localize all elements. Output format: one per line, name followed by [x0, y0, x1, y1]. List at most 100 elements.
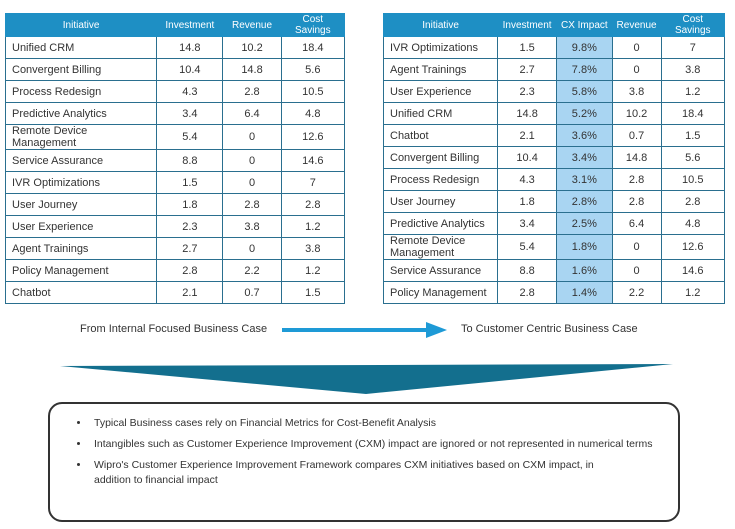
value-cell: 0: [222, 237, 282, 260]
table-row: Predictive Analytics 3.4 2.5% 6.4 4.8: [382, 212, 725, 235]
value-cell: 1.5: [497, 36, 558, 59]
initiative-cell: Convergent Billing: [4, 58, 158, 81]
value-cell: 3.8: [280, 237, 346, 260]
value-cell: 1.2: [660, 80, 725, 103]
value-cell: 1.8%: [556, 234, 613, 260]
initiative-cell: Policy Management: [382, 281, 499, 304]
table-row: User Experience 2.3 5.8% 3.8 1.2: [382, 80, 725, 103]
value-cell: 2.3: [497, 80, 558, 103]
from-label: From Internal Focused Business Case: [80, 323, 268, 335]
value-cell: 10.5: [660, 168, 725, 191]
initiative-cell: Service Assurance: [382, 259, 499, 282]
value-cell: 8.8: [156, 149, 224, 172]
value-cell: 1.8: [497, 190, 558, 213]
value-cell: 1.2: [280, 215, 346, 238]
value-cell: 2.8%: [556, 190, 613, 213]
table-row: Convergent Billing 10.4 14.8 5.6: [4, 58, 346, 81]
value-cell: 0: [222, 149, 282, 172]
table-row: Agent Trainings 2.7 0 3.8: [4, 237, 346, 260]
value-cell: 14.8: [497, 102, 558, 125]
table-row: IVR Optimizations 1.5 9.8% 0 7: [382, 36, 725, 59]
initiative-cell: Policy Management: [4, 259, 158, 282]
value-cell: 1.5: [280, 281, 346, 304]
table-row: Chatbot 2.1 3.6% 0.7 1.5: [382, 124, 725, 147]
value-cell: 14.6: [280, 149, 346, 172]
value-cell: 2.1: [497, 124, 558, 147]
table-row: Policy Management 2.8 2.2 1.2: [4, 259, 346, 282]
initiative-cell: Unified CRM: [382, 102, 499, 125]
column-header: Initiative: [382, 13, 499, 37]
column-header: Cost Savings: [280, 13, 346, 37]
value-cell: 0.7: [222, 281, 282, 304]
value-cell: 2.7: [497, 58, 558, 81]
value-cell: 7: [660, 36, 725, 59]
customer-centric-business-case-table: Initiative Investment CX Impact Revenue Cost…: [382, 13, 725, 304]
value-cell: 2.2: [611, 281, 662, 304]
value-cell: 0.7: [611, 124, 662, 147]
table-row: Remote Device Management 5.4 0 12.6: [4, 124, 346, 150]
table-row: Process Redesign 4.3 3.1% 2.8 10.5: [382, 168, 725, 191]
initiative-cell: User Experience: [382, 80, 499, 103]
value-cell: 2.7: [156, 237, 224, 260]
value-cell: 3.6%: [556, 124, 613, 147]
table-row: Convergent Billing 10.4 3.4% 14.8 5.6: [382, 146, 725, 169]
value-cell: 14.6: [660, 259, 725, 282]
initiative-cell: Remote Device Management: [382, 234, 499, 260]
value-cell: 3.8: [611, 80, 662, 103]
value-cell: 1.8: [156, 193, 224, 216]
value-cell: 1.5: [156, 171, 224, 194]
table-row: Chatbot 2.1 0.7 1.5: [4, 281, 346, 304]
value-cell: 0: [611, 234, 662, 260]
value-cell: 8.8: [497, 259, 558, 282]
value-cell: 2.3: [156, 215, 224, 238]
table-row: Policy Management 2.8 1.4% 2.2 1.2: [382, 281, 725, 304]
initiative-cell: Remote Device Management: [4, 124, 158, 150]
bullet-item: Typical Business cases rely on Financial…: [90, 416, 678, 431]
summary-box: Typical Business cases rely on Financial…: [48, 402, 680, 522]
value-cell: 2.8: [280, 193, 346, 216]
table-row: User Experience 2.3 3.8 1.2: [4, 215, 346, 238]
internal-business-case-table: Initiative Investment Revenue Cost Savings U…: [4, 13, 346, 304]
table-row: User Journey 1.8 2.8 2.8: [4, 193, 346, 216]
initiative-cell: User Experience: [4, 215, 158, 238]
table-row: Unified CRM 14.8 5.2% 10.2 18.4: [382, 102, 725, 125]
value-cell: 5.6: [280, 58, 346, 81]
value-cell: 0: [611, 58, 662, 81]
down-chevron-shape: [60, 364, 673, 394]
initiative-cell: Predictive Analytics: [4, 102, 158, 125]
table-row: Process Redesign 4.3 2.8 10.5: [4, 80, 346, 103]
value-cell: 2.5%: [556, 212, 613, 235]
value-cell: 5.8%: [556, 80, 613, 103]
value-cell: 7.8%: [556, 58, 613, 81]
value-cell: 7: [280, 171, 346, 194]
initiative-cell: User Journey: [382, 190, 499, 213]
right-arrow-icon: [282, 322, 447, 338]
value-cell: 4.8: [280, 102, 346, 125]
value-cell: 14.8: [611, 146, 662, 169]
value-cell: 2.8: [611, 190, 662, 213]
bullet-item: Intangibles such as Customer Experience …: [90, 437, 678, 452]
value-cell: 1.2: [280, 259, 346, 282]
value-cell: 0: [611, 259, 662, 282]
value-cell: 2.1: [156, 281, 224, 304]
column-header: Revenue: [222, 13, 282, 37]
table-row: Service Assurance 8.8 1.6% 0 14.6: [382, 259, 725, 282]
value-cell: 4.3: [156, 80, 224, 103]
value-cell: 0: [222, 171, 282, 194]
value-cell: 18.4: [280, 36, 346, 59]
value-cell: 10.4: [156, 58, 224, 81]
initiative-cell: Agent Trainings: [382, 58, 499, 81]
value-cell: 5.6: [660, 146, 725, 169]
bullet-item: Wipro's Customer Experience Improvement …: [90, 458, 614, 488]
column-header: Revenue: [611, 13, 662, 37]
table-row: Predictive Analytics 3.4 6.4 4.8: [4, 102, 346, 125]
value-cell: 12.6: [660, 234, 725, 260]
value-cell: 3.4: [497, 212, 558, 235]
value-cell: 3.1%: [556, 168, 613, 191]
value-cell: 2.8: [611, 168, 662, 191]
table-row: Remote Device Management 5.4 1.8% 0 12.6: [382, 234, 725, 260]
value-cell: 3.4: [156, 102, 224, 125]
value-cell: 2.8: [497, 281, 558, 304]
value-cell: 6.4: [222, 102, 282, 125]
value-cell: 1.4%: [556, 281, 613, 304]
